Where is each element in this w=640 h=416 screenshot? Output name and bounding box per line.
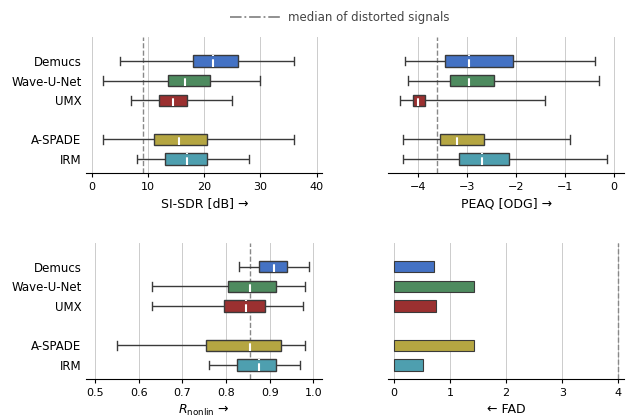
Bar: [224, 300, 266, 312]
Bar: [445, 55, 513, 67]
Bar: [394, 339, 474, 351]
Bar: [259, 261, 287, 272]
Bar: [228, 281, 276, 292]
Bar: [394, 261, 435, 272]
Text: median of distorted signals: median of distorted signals: [288, 11, 449, 24]
Bar: [193, 55, 238, 67]
Bar: [237, 359, 276, 371]
Bar: [450, 75, 494, 86]
Bar: [207, 339, 281, 351]
X-axis label: SI-SDR [dB] →: SI-SDR [dB] →: [161, 197, 248, 210]
Bar: [440, 134, 484, 145]
Bar: [460, 154, 509, 165]
X-axis label: ← FAD: ← FAD: [487, 403, 525, 416]
Bar: [394, 359, 423, 371]
Bar: [394, 281, 474, 292]
X-axis label: $R_\mathrm{nonlin}$ →: $R_\mathrm{nonlin}$ →: [179, 403, 230, 416]
Bar: [154, 134, 207, 145]
Bar: [159, 94, 188, 106]
X-axis label: PEAQ [ODG] →: PEAQ [ODG] →: [461, 197, 552, 210]
Bar: [394, 300, 436, 312]
Bar: [413, 94, 425, 106]
Bar: [165, 154, 207, 165]
Bar: [168, 75, 210, 86]
